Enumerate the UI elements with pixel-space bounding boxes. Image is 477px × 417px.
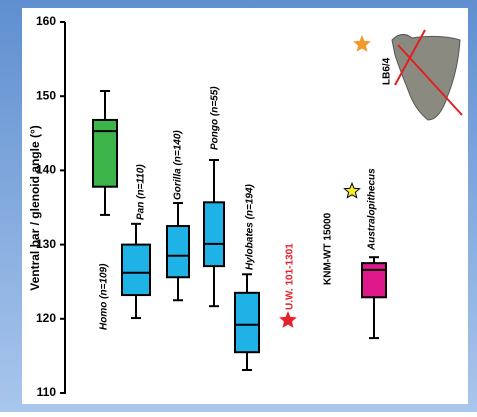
y-axis-label: Ventral bar / glenoid angle (°): [28, 125, 42, 291]
category-label: Australopithecus: [367, 168, 378, 251]
y-tick-label: 140: [36, 163, 56, 177]
category-label: Pongo (n=55): [210, 86, 221, 150]
point-label: U.W. 101-1301: [285, 243, 296, 310]
y-tick-label: 150: [36, 88, 56, 102]
box: [204, 202, 224, 266]
y-tick-label: 120: [36, 311, 56, 325]
y-tick-label: 160: [36, 14, 56, 28]
category-label: Pan (n=110): [136, 164, 147, 220]
y-tick-label: 110: [37, 385, 57, 399]
box: [362, 263, 386, 297]
chart: Ventral bar / glenoid angle (°) 110 120 13…: [0, 0, 477, 412]
point-label: KNM-WT 15000: [323, 212, 334, 285]
y-tick-label: 130: [36, 237, 56, 251]
box: [235, 293, 259, 352]
point-label: LB6/4: [382, 57, 393, 85]
box: [122, 245, 150, 295]
category-label: Hylobates (n=194): [245, 183, 256, 270]
category-label: Homo (n=109): [99, 263, 110, 330]
category-label: Gorilla (n=140): [173, 130, 184, 200]
box: [93, 120, 117, 187]
box: [167, 226, 189, 277]
